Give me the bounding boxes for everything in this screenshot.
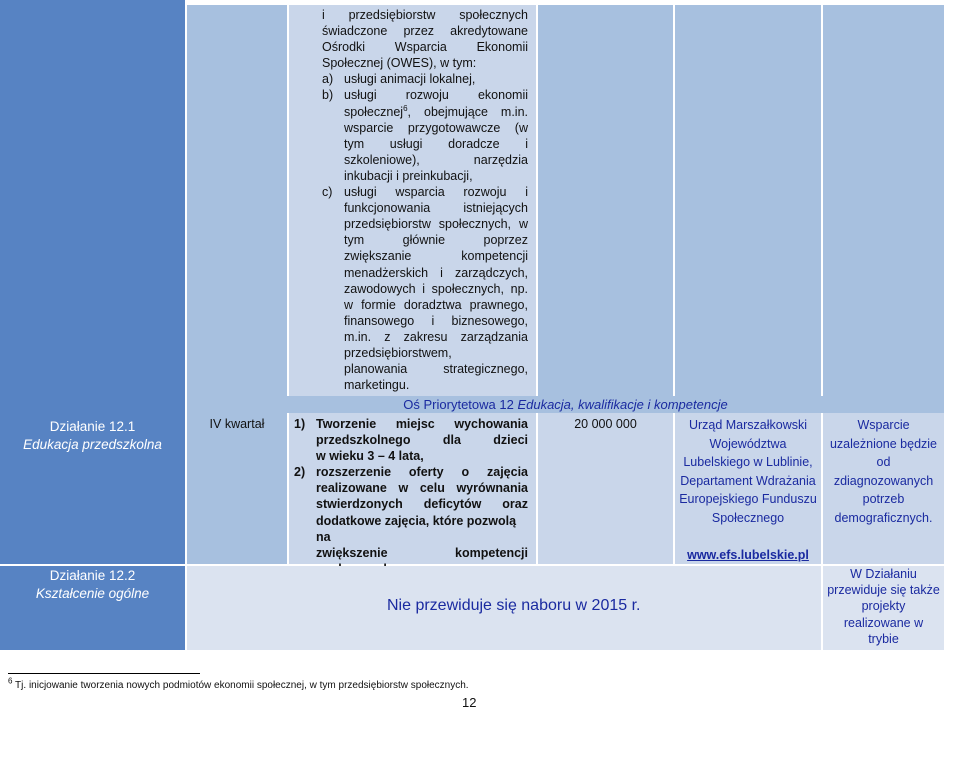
list-item: 2) rozszerzenie oferty o zajęcia realizo… [294,464,528,577]
list-item: a) usługi animacji lokalnej, [322,71,528,87]
top-left-cell [0,0,185,396]
list-text: zawodowych i społecznych, np. [344,281,528,296]
action-122-name: Działanie 12.2 [49,568,136,583]
list-text: Tworzenie miejsc wychowania [316,417,528,431]
top-amount-cell [538,5,673,396]
action-121-name-cell: Działanie 12.1 Edukacja przedszkolna [0,413,185,564]
footnote: 6 Tj. inicjowanie tworzenia nowych podmi… [8,676,469,691]
axis-header-prefix: Oś Priorytetowa 12 [403,397,518,412]
footnote-number: 6 [8,676,13,686]
list-text: usługi rozwoju ekonomii [344,88,528,103]
action-121-institution-cell: Urząd Marszałkowski Województwa Lubelski… [675,413,821,564]
list-marker: a) [322,72,334,87]
action-121-name: Działanie 12.1 [49,419,136,434]
list-text: szkoleniowe), narzędzia [344,152,528,167]
list-text: m.in. z zakresu zarządzania [344,329,528,344]
remarks-line: potrzeb [862,492,905,507]
top-description-cell: i przedsiębiorstw społecznych świadczone… [289,5,536,396]
list-text: przedsiębiorstw społecznych, w [344,217,528,232]
list-text: przedsiębiorstwem, [344,345,452,360]
axis-left-cell [0,396,185,413]
top-remarks-cell [823,5,944,396]
institution-website-link[interactable]: www.efs.lubelskie.pl [687,547,809,562]
intro-line: Ośrodki Wsparcia Ekonomii [322,40,528,55]
institution-line: Departament Wdrażania [680,473,816,488]
list-marker: c) [322,185,333,200]
list-text: tym usługi doradcze i [344,136,528,151]
list-text: menadżerskich i zarządczych, [344,265,528,280]
list-text: realizowane w celu wyrównania [316,481,528,496]
remarks-line: uzależnione będzie [829,436,938,451]
intro-line: Społecznej (OWES), w tym: [322,56,477,71]
list-item: c) usługi wsparcia rozwoju i funkcjonowa… [322,184,528,393]
remarks-line: Wsparcie [857,418,910,432]
action-121-quarter: IV kwartał [209,417,265,431]
action-122-subtitle: Kształcenie ogólne [35,586,150,601]
top-institution-cell [675,5,821,396]
action-121-description-cell: 1) Tworzenie miejsc wychowania przedszko… [289,413,536,576]
intro-line: świadczone przez akredytowane [322,24,528,39]
axis-header-title: Edukacja, kwalifikacje i kompetencje [517,397,728,412]
list-text: stwierdzonych deficytów oraz [316,497,528,512]
list-text: w wieku 3 – 4 lata, [316,449,424,464]
list-item: b) usługi rozwoju ekonomii społecznej6, … [322,87,528,184]
list-text: planowania strategicznego, [344,362,528,377]
top-quarter-cell [187,5,287,396]
footnote-text: Tj. inicjowanie tworzenia nowych podmiot… [12,680,469,691]
remarks-line: W Działaniu [850,567,917,581]
list-marker: 2) [294,465,306,480]
remarks-line: demograficznych. [834,510,933,525]
list-text: przedszkolnego dla dzieci [316,433,528,448]
action-121-quarter-cell: IV kwartał [187,413,287,564]
list-text: zwiększenie kompetencji [316,545,528,560]
institution-line: Lubelskiego w Lublinie, [683,455,813,470]
list-text: wsparcie przygotowawcze (w [344,120,528,135]
list-text: rozszerzenie oferty o zajęcia [316,465,528,480]
institution-line: Województwa [709,436,787,451]
institution-line: Urząd Marszałkowski [688,418,808,432]
list-text: tym głównie poprzez [344,233,528,248]
action-122-remarks-cell: W Działaniu przewiduje się także projekt… [823,566,944,650]
action-121-amount-cell: 20 000 000 [538,413,673,564]
action-122-name-cell: Działanie 12.2 Kształcenie ogólne [0,566,185,650]
page-number: 12 [462,695,477,710]
institution-line: Społecznego [711,510,785,525]
action-121-amount: 20 000 000 [574,417,637,431]
list-text: zwiększanie kompetencji [344,249,528,264]
remarks-line: realizowane w [843,615,924,630]
list-text: marketingu. [344,378,410,393]
list-marker: 1) [294,417,306,431]
list-text: społecznej6, obejmujące m.in. [344,103,528,119]
list-text: w formie doradztwa prawnego, [344,297,528,312]
remarks-line: projekty [861,599,906,614]
footnote-divider [8,673,200,674]
remarks-line: od [876,455,891,470]
action-121-subtitle: Edukacja przedszkolna [23,437,162,452]
action-122-notice-cell: Nie przewiduje się naboru w 2015 r. [187,566,821,650]
action-122-notice: Nie przewiduje się naboru w 2015 r. [387,597,641,614]
list-text: dodatkowe zajęcia, które pozwolą na [316,513,517,544]
list-marker: b) [322,88,334,103]
intro-line: i przedsiębiorstw społecznych [322,8,528,22]
list-text: usługi animacji lokalnej, [344,72,476,87]
institution-line: Europejskiego Funduszu [679,492,817,507]
list-text: funkcjonowania istniejących [344,201,528,216]
remarks-line: trybie [868,631,899,646]
remarks-line: przewiduje się także [827,583,940,598]
action-121-remarks-cell: Wsparcie uzależnione będzie od zdiagnozo… [823,413,944,564]
list-text: inkubacji i preinkubacji, [344,168,473,183]
list-text: usługi wsparcia rozwoju i [344,185,528,200]
top-description: i przedsiębiorstw społecznych świadczone… [322,7,528,393]
list-text: finansowego i biznesowego, [344,313,528,328]
footnote-ref: 6 [403,103,408,113]
remarks-line: zdiagnozowanych [833,473,934,488]
list-item: 1) Tworzenie miejsc wychowania przedszko… [294,416,528,464]
axis-header: Oś Priorytetowa 12 Edukacja, kwalifikacj… [187,396,944,413]
